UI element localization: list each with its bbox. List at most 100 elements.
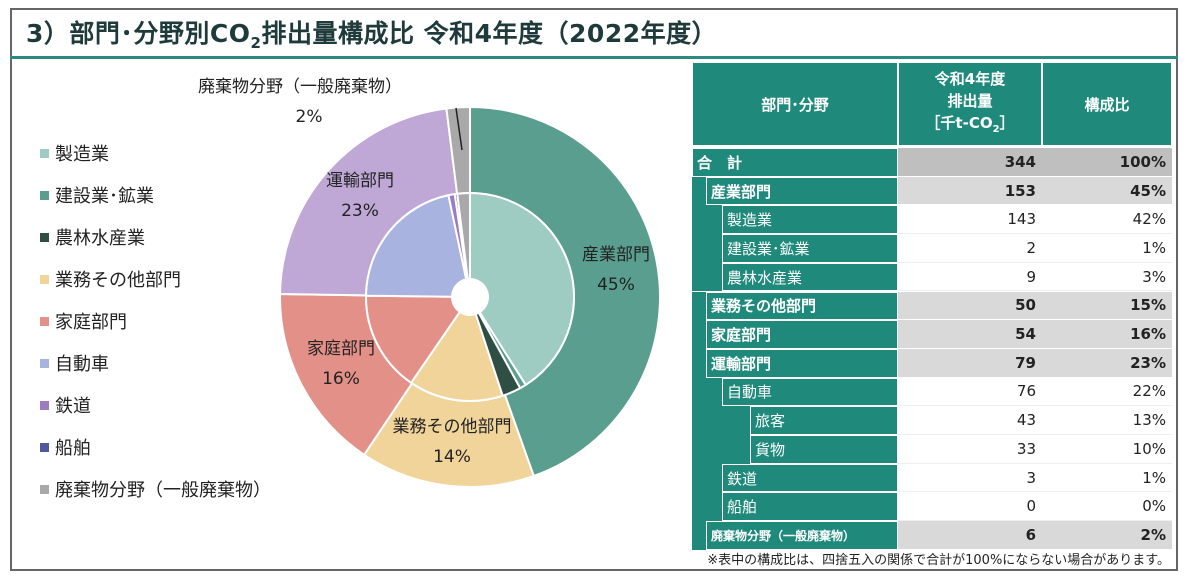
- row-indent: [692, 234, 722, 263]
- row-ratio-11: 1%: [1042, 463, 1172, 493]
- legend-label: 家庭部門: [55, 312, 127, 333]
- row-indent: [692, 262, 722, 292]
- legend-label: 農林水産業: [55, 228, 145, 249]
- legend-swatch: [40, 274, 49, 284]
- row-value-3: 2: [898, 234, 1042, 263]
- legend-swatch: [40, 232, 49, 242]
- row-value-6: 54: [898, 320, 1042, 349]
- row-label-12: 船舶: [722, 492, 898, 522]
- row-ratio-3: 1%: [1042, 234, 1172, 263]
- legend-swatch: [40, 484, 49, 494]
- row-indent: [692, 521, 706, 550]
- row-indent: [692, 492, 722, 522]
- slice-pct-3: 23%: [341, 201, 379, 221]
- row-indent: [692, 435, 750, 464]
- slice-pct-4: 2%: [296, 107, 323, 127]
- row-ratio-7: 23%: [1042, 348, 1172, 378]
- legend-item-2: 農林水産業: [40, 224, 145, 250]
- row-value-5: 50: [898, 291, 1042, 321]
- row-indent: [692, 348, 706, 378]
- row-ratio-1: 45%: [1042, 176, 1172, 206]
- slice-pct-1: 14%: [433, 447, 471, 467]
- row-label-2: 製造業: [722, 205, 898, 235]
- row-value-13: 6: [898, 521, 1042, 550]
- center-hole: [452, 279, 488, 315]
- legend-swatch: [40, 316, 49, 326]
- row-ratio-0: 100%: [1042, 148, 1172, 177]
- slice-label-0: 産業部門: [582, 245, 650, 265]
- legend-swatch: [40, 358, 49, 368]
- legend-label: 廃棄物分野（一般廃棄物）: [55, 480, 271, 501]
- legend-swatch: [40, 148, 49, 158]
- row-label-8: 自動車: [722, 377, 898, 407]
- slice-label-3: 運輸部門: [326, 171, 394, 191]
- row-label-10: 貨物: [750, 435, 898, 464]
- row-value-1: 153: [898, 176, 1042, 206]
- slice-pct-0: 45%: [597, 275, 635, 295]
- row-value-11: 3: [898, 463, 1042, 493]
- row-label-13: 廃棄物分野（一般廃棄物）: [706, 521, 898, 550]
- legend-item-5: 自動車: [40, 350, 109, 376]
- row-ratio-9: 13%: [1042, 406, 1172, 435]
- row-value-4: 9: [898, 262, 1042, 292]
- row-ratio-12: 0%: [1042, 492, 1172, 522]
- legend-item-6: 鉄道: [40, 392, 91, 418]
- row-ratio-10: 10%: [1042, 435, 1172, 464]
- row-indent: [692, 463, 722, 493]
- legend-item-0: 製造業: [40, 140, 109, 166]
- row-indent: [692, 406, 750, 435]
- row-indent: [692, 205, 722, 235]
- row-ratio-6: 16%: [1042, 320, 1172, 349]
- row-ratio-5: 15%: [1042, 291, 1172, 321]
- row-label-0: 合 計: [692, 148, 898, 177]
- row-ratio-13: 2%: [1042, 521, 1172, 550]
- legend-label: 自動車: [55, 354, 109, 375]
- legend-label: 船舶: [55, 438, 91, 459]
- legend-item-1: 建設業･鉱業: [40, 182, 154, 208]
- legend-swatch: [40, 190, 49, 200]
- legend-label: 建設業･鉱業: [55, 186, 154, 207]
- row-label-4: 農林水産業: [722, 262, 898, 292]
- row-label-7: 運輸部門: [706, 348, 898, 378]
- row-value-10: 33: [898, 435, 1042, 464]
- header-ratio: 構成比: [1042, 62, 1172, 146]
- legend-item-4: 家庭部門: [40, 308, 127, 334]
- row-value-9: 43: [898, 406, 1042, 435]
- row-indent: [692, 320, 706, 349]
- legend-item-8: 廃棄物分野（一般廃棄物）: [40, 476, 271, 502]
- row-label-9: 旅客: [750, 406, 898, 435]
- title-underline: [10, 56, 1178, 59]
- row-label-11: 鉄道: [722, 463, 898, 493]
- slice-label-2: 家庭部門: [307, 339, 375, 359]
- legend-label: 製造業: [55, 144, 109, 165]
- chart-title: 3）部門･分野別CO2排出量構成比 令和4年度（2022年度）: [26, 19, 718, 52]
- legend-item-7: 船舶: [40, 434, 91, 460]
- inner-slice-5: [364, 194, 468, 298]
- row-ratio-2: 42%: [1042, 205, 1172, 235]
- row-indent: [692, 176, 706, 206]
- legend-label: 鉄道: [55, 396, 91, 417]
- row-label-5: 業務その他部門: [706, 291, 898, 321]
- row-value-12: 0: [898, 492, 1042, 522]
- row-value-8: 76: [898, 377, 1042, 407]
- legend-swatch: [40, 400, 49, 410]
- row-value-2: 143: [898, 205, 1042, 235]
- row-value-7: 79: [898, 348, 1042, 378]
- slice-pct-2: 16%: [322, 369, 360, 389]
- row-label-1: 産業部門: [706, 176, 898, 206]
- slice-label-1: 業務その他部門: [393, 417, 512, 437]
- legend-swatch: [40, 442, 49, 452]
- row-label-3: 建設業･鉱業: [722, 234, 898, 263]
- slice-label-4: 廃棄物分野（一般廃棄物）: [198, 77, 402, 97]
- leader-line-waste: [455, 107, 463, 151]
- header-emissions: 令和4年度 排出量 ［千t-CO2］: [898, 62, 1042, 146]
- pie-chart: 産業部門 45% 業務その他部門 14% 家庭部門 16% 運輸部門 23% 廃棄物分野（一般廃…: [198, 77, 661, 488]
- footnote: ※表中の構成比は、四捨五入の関係で合計が100%にならない場合があります。: [707, 553, 1170, 568]
- row-indent: [692, 291, 706, 321]
- legend-label: 業務その他部門: [55, 270, 181, 291]
- row-label-6: 家庭部門: [706, 320, 898, 349]
- row-ratio-4: 3%: [1042, 262, 1172, 292]
- inner-slice-4: [365, 294, 462, 385]
- row-indent: [692, 377, 722, 407]
- row-ratio-8: 22%: [1042, 377, 1172, 407]
